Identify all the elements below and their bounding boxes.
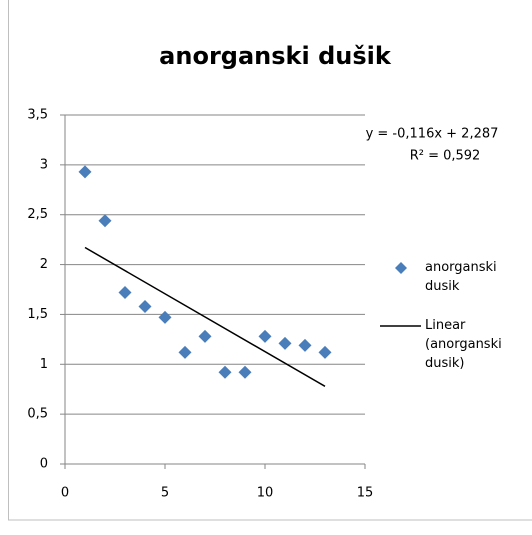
trendline-equation: y = -0,116x + 2,287 [366,127,499,142]
y-tick-label: 0,5 [27,407,48,422]
chart-title: anorganski dušik [159,42,392,70]
chart-border [8,0,532,521]
y-tick-label: 0 [40,457,48,472]
data-point [298,338,312,352]
data-point [278,336,292,350]
y-tick-label: 2,5 [27,207,48,222]
y-tick-label: 2 [40,257,48,272]
data-point [158,310,172,324]
legend-label: Linear (anorganski dusik) [425,318,502,371]
data-point [138,299,152,313]
y-tick-label: 1 [40,357,48,372]
data-point [98,214,112,228]
data-point [258,329,272,343]
x-tick-label: 0 [61,486,69,501]
x-tick-label: 15 [357,486,374,501]
x-tick-label: 10 [257,486,274,501]
trendline-r2: R² = 0,592 [410,149,481,164]
data-point [218,365,232,379]
data-point [78,165,92,179]
y-tick-label: 1,5 [27,307,48,322]
y-tick-label: 3,5 [27,108,48,123]
data-point [238,365,252,379]
y-tick-label: 3 [40,157,48,172]
data-point [198,329,212,343]
data-point [118,285,132,299]
data-point [178,345,192,359]
trendline [84,246,326,387]
x-tick-label: 5 [161,486,169,501]
legend-label: anorganski dusik [425,260,497,294]
data-point [318,345,332,359]
legend-marker [395,262,407,274]
